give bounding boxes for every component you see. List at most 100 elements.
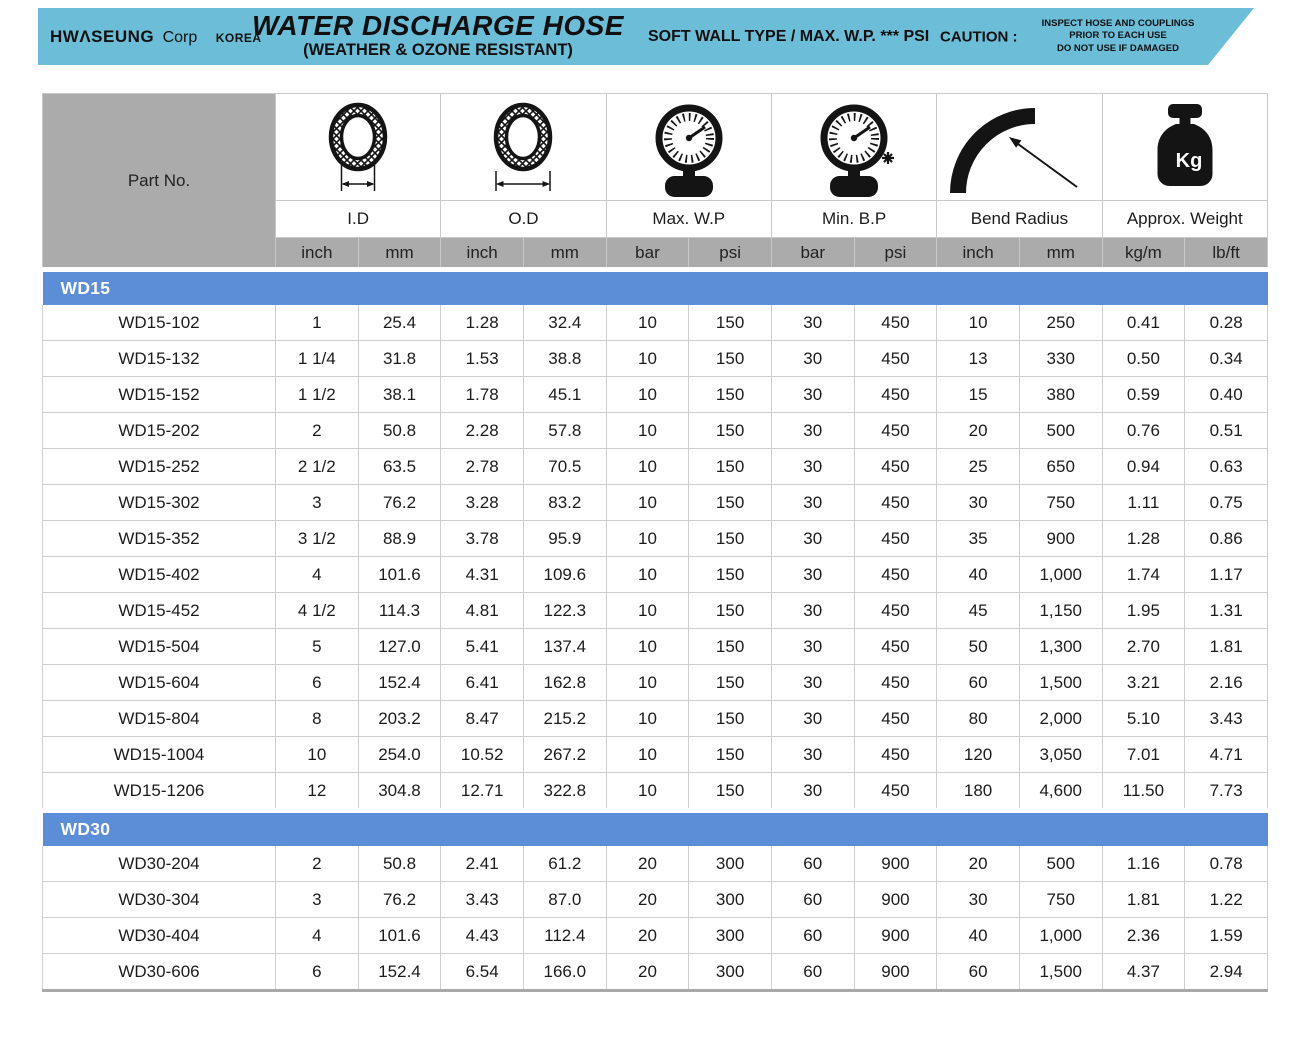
icon-row: Part No. [42,93,1269,270]
part-no-cell: WD15-252 [42,448,276,485]
value-cell: 20 [936,412,1020,449]
value-cell: 450 [853,340,938,377]
part-no-cell: WD30-606 [42,953,276,992]
value-cell: 1.31 [1184,592,1268,629]
value-cell: 30 [770,772,855,811]
value-cell: 0.63 [1184,448,1268,485]
value-cell: 4.81 [440,592,524,629]
value-cell: 10 [605,772,690,811]
value-cell: 10 [605,305,690,341]
value-cell: 10 [605,520,690,557]
unit-cell: mm [522,237,607,270]
unit-cell: inch [275,237,359,270]
value-cell: 20 [605,953,690,992]
pressure-gauge-icon [655,104,723,197]
table-row: WD15-504 5 127.0 5.41 137.4 10 150 30 450 50 1,300… [42,628,1268,665]
value-cell: 1.28 [1101,520,1186,557]
table-row: WD15-102 1 25.4 1.28 32.4 10 150 30 450 10 250 0.41… [42,305,1268,341]
value-cell: 450 [853,520,938,557]
value-cell: 150 [688,556,772,593]
value-cell: 450 [853,736,938,773]
value-cell: 650 [1018,448,1103,485]
section-header-row: WD15 [42,267,1268,305]
part-no-cell: WD15-352 [42,520,276,557]
value-cell: 500 [1018,846,1103,882]
value-cell: 101.6 [357,556,442,593]
title-block: WATER DISCHARGE HOSE (WEATHER & OZONE RE… [238,11,638,60]
value-cell: 6 [275,664,359,701]
value-cell: 900 [1018,520,1103,557]
value-cell: 1.53 [440,340,524,377]
value-cell: 60 [770,846,855,882]
value-cell: 7.73 [1184,772,1268,811]
table-body: WD15 WD15-102 1 25.4 1.28 32.4 10 150 30 450 10 250… [42,267,1268,992]
value-cell: 10 [605,376,690,413]
value-cell: 25.4 [357,305,442,341]
value-cell: 380 [1018,376,1103,413]
value-cell: 20 [605,846,690,882]
value-cell: 30 [770,700,855,737]
value-cell: 0.34 [1184,340,1268,377]
value-cell: 0.41 [1101,305,1186,341]
unit-cell: inch [936,237,1020,270]
value-cell: 1.59 [1184,917,1268,954]
value-cell: 83.2 [522,484,607,521]
part-no-header: Part No. [42,93,276,270]
value-cell: 450 [853,305,938,341]
value-cell: 3.28 [440,484,524,521]
value-cell: 4.71 [1184,736,1268,773]
value-cell: 500 [1018,412,1103,449]
value-cell: 152.4 [357,953,442,992]
table-row: WD15-604 6 152.4 6.41 162.8 10 150 30 450 60 1,500… [42,664,1268,701]
section-title: WD15 [42,267,1268,305]
value-cell: 10.52 [440,736,524,773]
value-cell: 2.36 [1101,917,1186,954]
value-cell: 150 [688,592,772,629]
value-cell: 10 [275,736,359,773]
value-cell: 30 [770,664,855,701]
value-cell: 750 [1018,484,1103,521]
value-cell: 60 [770,917,855,954]
header-banner: HWΛSEUNG Corp KOREA WATER DISCHARGE HOSE… [38,8,1254,65]
caution-line: PRIOR TO EACH USE [1069,30,1167,42]
value-cell: 114.3 [357,592,442,629]
value-cell: 80 [936,700,1020,737]
brand-corp: Corp [162,28,198,46]
value-cell: 5 [275,628,359,665]
value-cell: 10 [605,664,690,701]
value-cell: 40 [936,556,1020,593]
value-cell: 12.71 [440,772,524,811]
table-row: WD15-452 4 1/2 114.3 4.81 122.3 10 150 30 450 45 1… [42,592,1268,629]
value-cell: 150 [688,520,772,557]
value-cell: 10 [605,340,690,377]
value-cell: 30 [770,305,855,341]
value-cell: 5.41 [440,628,524,665]
value-cell: 150 [688,376,772,413]
value-cell: 112.4 [522,917,607,954]
value-cell: 450 [853,412,938,449]
unit-cell: mm [1018,237,1103,270]
value-cell: 180 [936,772,1020,811]
spec-table: Part No. [42,93,1269,992]
value-cell: 38.1 [357,376,442,413]
brand-country: KOREA [215,30,262,45]
value-cell: 50.8 [357,412,442,449]
value-cell: 322.8 [522,772,607,811]
value-cell: 15 [936,376,1020,413]
value-cell: 4 1/2 [275,592,359,629]
value-cell: 1,500 [1018,664,1103,701]
col-label-max-wp: Max. W.P [605,200,772,238]
value-cell: 45.1 [522,376,607,413]
value-cell: 900 [853,953,938,992]
value-cell: 1.22 [1184,881,1268,918]
table-row: WD15-302 3 76.2 3.28 83.2 10 150 30 450 30 750 1.11… [42,484,1268,521]
value-cell: 2.28 [440,412,524,449]
value-cell: 2.16 [1184,664,1268,701]
value-cell: 3.21 [1101,664,1186,701]
value-cell: 109.6 [522,556,607,593]
section-header-row: WD30 [42,808,1268,846]
unit-cell: lb/ft [1184,237,1268,270]
value-cell: 450 [853,448,938,485]
part-no-cell: WD15-132 [42,340,276,377]
value-cell: 10 [605,628,690,665]
